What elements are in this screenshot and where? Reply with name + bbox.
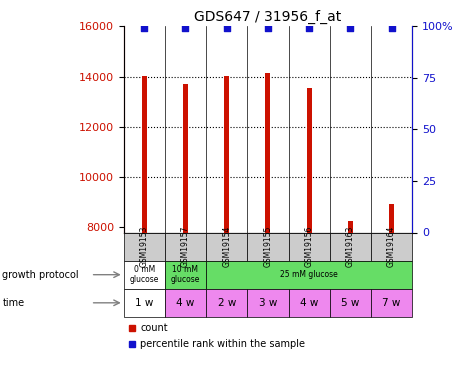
Bar	[183, 84, 188, 232]
Bar	[371, 289, 412, 317]
Bar	[389, 204, 394, 232]
Text: 7 w: 7 w	[382, 298, 401, 308]
Bar	[247, 232, 289, 261]
Bar	[165, 289, 206, 317]
Bar	[165, 232, 206, 261]
Bar	[371, 232, 412, 261]
Text: growth protocol: growth protocol	[2, 270, 79, 280]
Text: 10 mM
glucose: 10 mM glucose	[171, 265, 200, 284]
Point	[141, 26, 148, 32]
Bar	[124, 289, 165, 317]
Bar	[266, 73, 270, 232]
Text: 4 w: 4 w	[300, 298, 318, 308]
Bar	[165, 261, 206, 289]
Text: GSM19157: GSM19157	[181, 226, 190, 267]
Point	[388, 26, 395, 32]
Text: GSM19155: GSM19155	[263, 226, 273, 267]
Bar	[206, 261, 412, 289]
Text: percentile rank within the sample: percentile rank within the sample	[140, 339, 305, 349]
Text: 0 mM
glucose: 0 mM glucose	[130, 265, 159, 284]
Bar	[247, 289, 289, 317]
Bar	[142, 76, 147, 232]
Bar	[289, 289, 330, 317]
Text: time: time	[2, 298, 24, 308]
Point	[264, 26, 272, 32]
Text: 2 w: 2 w	[218, 298, 236, 308]
Point	[182, 26, 189, 32]
Text: 1 w: 1 w	[135, 298, 153, 308]
Bar	[348, 221, 353, 232]
Bar	[330, 289, 371, 317]
Bar	[124, 232, 165, 261]
Bar	[206, 232, 247, 261]
Text: GSM19154: GSM19154	[222, 226, 231, 267]
Title: GDS647 / 31956_f_at: GDS647 / 31956_f_at	[194, 10, 342, 24]
Bar	[289, 232, 330, 261]
Text: GSM19164: GSM19164	[387, 226, 396, 267]
Text: 25 mM glucose: 25 mM glucose	[280, 270, 338, 279]
Bar	[206, 289, 247, 317]
Text: 4 w: 4 w	[176, 298, 195, 308]
Point	[305, 26, 313, 32]
Text: GSM19153: GSM19153	[140, 226, 149, 267]
Bar	[330, 232, 371, 261]
Bar	[307, 88, 311, 232]
Text: 5 w: 5 w	[341, 298, 360, 308]
Text: GSM19156: GSM19156	[305, 226, 314, 267]
Text: 3 w: 3 w	[259, 298, 277, 308]
Text: GSM19163: GSM19163	[346, 226, 355, 267]
Bar	[224, 76, 229, 232]
Point	[347, 26, 354, 32]
Point	[223, 26, 230, 32]
Text: count: count	[140, 323, 168, 333]
Bar	[124, 261, 165, 289]
